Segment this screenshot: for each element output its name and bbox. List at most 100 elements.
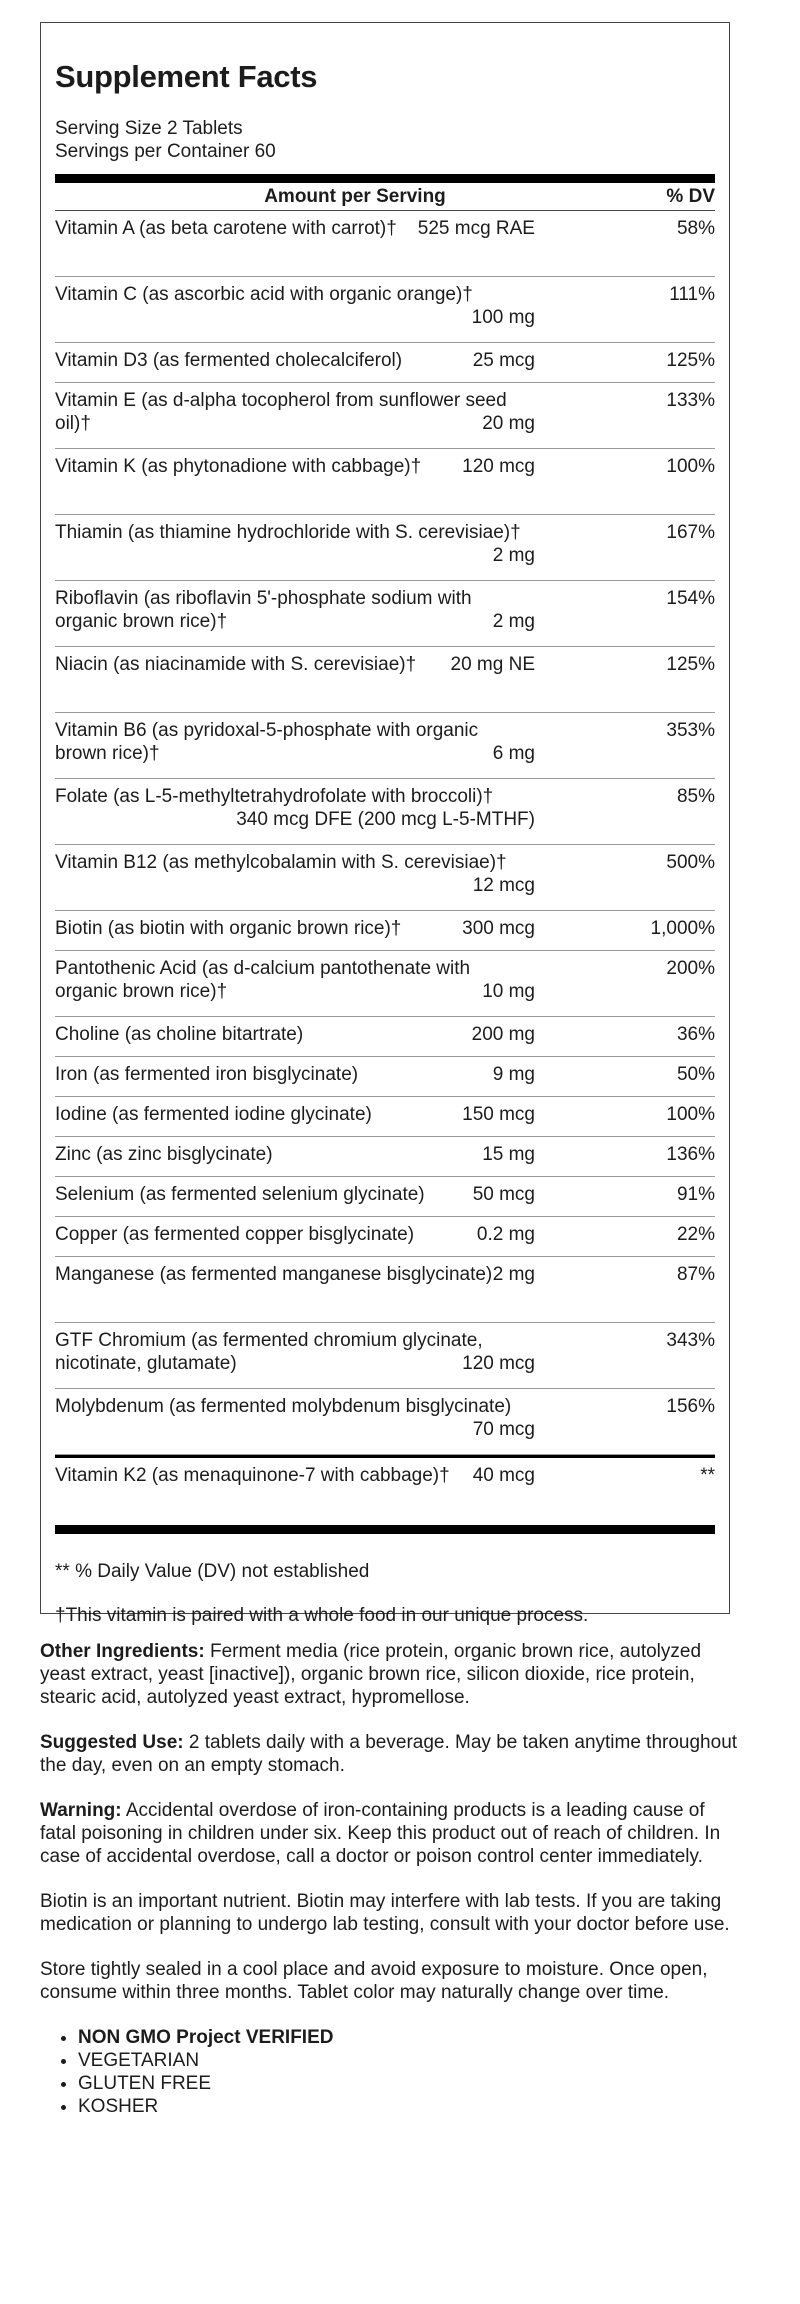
nutrient-dv: 22% <box>676 1224 715 1245</box>
nutrient-dv: 125% <box>666 350 715 371</box>
nutrient-list: Vitamin A (as beta carotene with carrot)… <box>55 211 715 1455</box>
nutrient-amount: 2 mg <box>492 1264 535 1285</box>
nutrient-dv: 36% <box>676 1024 715 1045</box>
nutrient-dv: 100% <box>666 1104 715 1125</box>
nutrient-dv: 154% <box>666 588 715 609</box>
storage-note: Store tightly sealed in a cool place and… <box>40 1959 708 2003</box>
nutrient-name: Vitamin B12 (as methylcobalamin with S. … <box>55 852 507 873</box>
nutrient-dv: 343% <box>666 1330 715 1351</box>
nutrient-amount: 2 mg <box>492 545 535 566</box>
nutrient-row: Biotin (as biotin with organic brown ric… <box>55 911 715 951</box>
nutrient-row: Vitamin A (as beta carotene with carrot)… <box>55 211 715 277</box>
nutrient-dv: 91% <box>676 1184 715 1205</box>
nutrient-row: Iron (as fermented iron bisglycinate) 9 … <box>55 1057 715 1097</box>
nutrient-dv: 58% <box>676 218 715 239</box>
warning: Warning: Accidental overdose of iron-con… <box>40 1800 721 1867</box>
nutrient-dv: 111% <box>669 284 715 305</box>
nutrient-name: Folate (as L-5-methyltetrahydrofolate wi… <box>55 786 494 807</box>
nutrient-row: Vitamin C (as ascorbic acid with organic… <box>55 277 715 343</box>
nutrient-dv: 353% <box>666 720 715 741</box>
nutrient-row: Pantothenic Acid (as d-calcium pantothen… <box>55 951 715 1017</box>
footnote-dv: ** % Daily Value (DV) not established <box>55 1561 370 1582</box>
nutrient-amount: 200 mg <box>471 1024 535 1045</box>
nutrient-name: GTF Chromium (as fermented chromium glyc… <box>55 1330 483 1374</box>
nutrient-dv: 50% <box>676 1064 715 1085</box>
nutrient-name: Molybdenum (as fermented molybdenum bisg… <box>55 1396 512 1417</box>
nutrient-row: Vitamin B12 (as methylcobalamin with S. … <box>55 845 715 911</box>
nutrient-dv: 136% <box>666 1144 715 1165</box>
nutrient-name: Biotin (as biotin with organic brown ric… <box>55 918 402 939</box>
nutrient-amount: 40 mcg <box>472 1465 535 1486</box>
nutrient-row: Vitamin D3 (as fermented cholecalciferol… <box>55 343 715 383</box>
nutrient-name: Vitamin C (as ascorbic acid with organic… <box>55 284 473 305</box>
nutrient-dv: 85% <box>676 786 715 807</box>
nutrient-amount: 12 mcg <box>472 875 535 896</box>
nutrient-dv: 125% <box>666 654 715 675</box>
nutrient-row: Riboflavin (as riboflavin 5'-phosphate s… <box>55 581 715 647</box>
nutrient-row: Vitamin K (as phytonadione with cabbage)… <box>55 449 715 515</box>
nutrient-dv: 500% <box>666 852 715 873</box>
nutrient-amount: 10 mg <box>482 981 535 1002</box>
nutrient-amount: 300 mcg <box>462 918 535 939</box>
suggested-use: Suggested Use: 2 tablets daily with a be… <box>40 1732 738 1776</box>
nutrient-name: Vitamin E (as d-alpha tocopherol from su… <box>55 390 507 434</box>
nutrient-amount: 150 mcg <box>462 1104 535 1125</box>
nutrient-name: Riboflavin (as riboflavin 5'-phosphate s… <box>55 588 472 632</box>
nutrient-name: Manganese (as fermented manganese bisgly… <box>55 1264 493 1285</box>
dv-header: % DV <box>666 186 715 207</box>
nutrient-name: Copper (as fermented copper bisglycinate… <box>55 1224 415 1245</box>
nutrient-dv: 133% <box>666 390 715 411</box>
nutrient-name: Pantothenic Acid (as d-calcium pantothen… <box>55 958 471 1002</box>
medium-divider <box>55 1455 715 1458</box>
nutrient-row-vitamin-k2: Vitamin K2 (as menaquinone-7 with cabbag… <box>55 1458 715 1525</box>
claim-non-gmo: NON GMO Project VERIFIED <box>78 2026 740 2049</box>
claims-list: NON GMO Project VERIFIED VEGETARIAN GLUT… <box>40 2026 740 2118</box>
nutrient-dv: 156% <box>666 1396 715 1417</box>
nutrient-dv: 1,000% <box>650 918 715 939</box>
nutrient-row: Molybdenum (as fermented molybdenum bisg… <box>55 1389 715 1455</box>
nutrient-amount: 9 mg <box>492 1064 535 1085</box>
nutrient-name: Iron (as fermented iron bisglycinate) <box>55 1064 359 1085</box>
nutrient-row: Zinc (as zinc bisglycinate) 15 mg 136% <box>55 1137 715 1177</box>
nutrient-dv: 100% <box>666 456 715 477</box>
nutrient-row: Manganese (as fermented manganese bisgly… <box>55 1257 715 1323</box>
nutrient-amount: 100 mg <box>471 307 535 328</box>
claim-vegetarian: VEGETARIAN <box>78 2049 740 2072</box>
nutrient-amount: 120 mcg <box>462 1353 535 1374</box>
nutrient-amount: 20 mg <box>482 413 535 434</box>
nutrient-name: Vitamin A (as beta carotene with carrot)… <box>55 218 397 239</box>
serving-size: Serving Size 2 Tablets <box>55 118 243 139</box>
nutrient-amount: 340 mcg DFE (200 mcg L-5-MTHF) <box>236 809 535 830</box>
nutrient-amount: 50 mcg <box>472 1184 535 1205</box>
nutrient-name: Niacin (as niacinamide with S. cerevisia… <box>55 654 417 675</box>
nutrient-amount: 25 mcg <box>472 350 535 371</box>
nutrient-name: Vitamin K2 (as menaquinone-7 with cabbag… <box>55 1465 450 1486</box>
nutrient-amount: 525 mcg RAE <box>417 218 535 239</box>
nutrient-row: GTF Chromium (as fermented chromium glyc… <box>55 1323 715 1389</box>
servings-per-container: Servings per Container 60 <box>55 141 276 162</box>
nutrient-row: Copper (as fermented copper bisglycinate… <box>55 1217 715 1257</box>
nutrient-row: Choline (as choline bitartrate) 200 mg 36… <box>55 1017 715 1057</box>
label-text-section: Other Ingredients: Ferment media (rice p… <box>40 1640 740 2118</box>
bottom-thick-divider <box>55 1525 715 1534</box>
nutrient-amount: 2 mg <box>492 611 535 632</box>
thick-divider <box>55 174 715 183</box>
nutrient-name: Selenium (as fermented selenium glycinat… <box>55 1184 425 1205</box>
nutrient-dv: 87% <box>676 1264 715 1285</box>
biotin-note: Biotin is an important nutrient. Biotin … <box>40 1891 730 1935</box>
nutrient-dv: 167% <box>666 522 715 543</box>
nutrient-amount: 120 mcg <box>462 456 535 477</box>
claim-kosher: KOSHER <box>78 2095 740 2118</box>
nutrient-name: Vitamin B6 (as pyridoxal-5-phosphate wit… <box>55 720 479 764</box>
nutrient-row: Vitamin B6 (as pyridoxal-5-phosphate wit… <box>55 713 715 779</box>
nutrient-name: Vitamin D3 (as fermented cholecalciferol… <box>55 350 403 371</box>
amount-per-serving-header: Amount per Serving <box>264 186 446 207</box>
footnote-dagger: †This vitamin is paired with a whole foo… <box>55 1605 589 1626</box>
other-ingredients: Other Ingredients: Ferment media (rice p… <box>40 1641 702 1708</box>
nutrient-amount: 20 mg NE <box>450 654 535 675</box>
nutrient-name: Zinc (as zinc bisglycinate) <box>55 1144 273 1165</box>
nutrient-amount: 15 mg <box>482 1144 535 1165</box>
claim-gluten-free: GLUTEN FREE <box>78 2072 740 2095</box>
nutrient-dv: 200% <box>666 958 715 979</box>
nutrient-name: Vitamin K (as phytonadione with cabbage)… <box>55 456 422 477</box>
